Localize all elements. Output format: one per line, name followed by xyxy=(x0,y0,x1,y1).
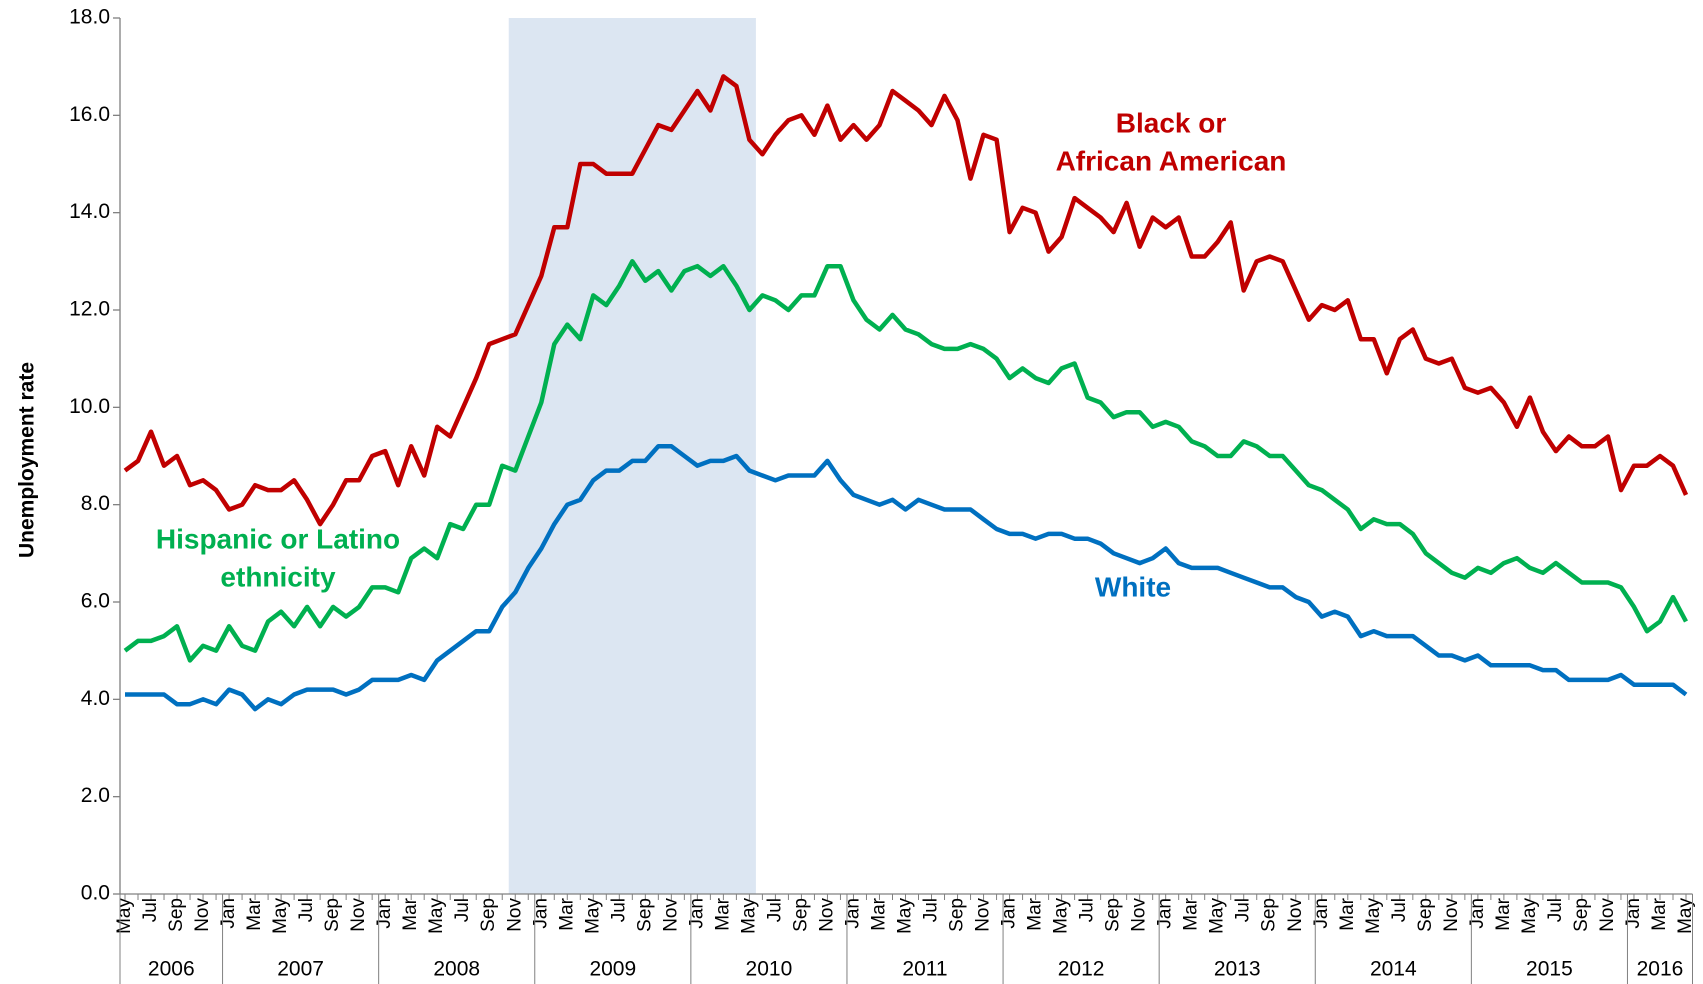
x-tick-label: Mar xyxy=(244,897,265,930)
y-tick-label: 12.0 xyxy=(69,298,110,321)
series-label: Hispanic or Latino xyxy=(156,523,400,554)
x-tick-label: Nov xyxy=(1597,898,1618,932)
x-tick-label: May xyxy=(114,898,135,934)
x-tick-label: May xyxy=(738,898,759,934)
y-tick-label: 2.0 xyxy=(81,784,110,807)
x-tick-label: Nov xyxy=(1129,898,1150,932)
x-tick-label: May xyxy=(582,898,603,934)
x-tick-label: Nov xyxy=(816,898,837,932)
x-tick-label: May xyxy=(1363,898,1384,934)
shaded-period xyxy=(508,18,756,894)
x-tick-label: Jan xyxy=(1467,898,1488,929)
series-label: White xyxy=(1095,571,1171,602)
x-tick-label: Mar xyxy=(1493,897,1514,930)
x-tick-label: Sep xyxy=(322,898,343,932)
x-tick-label: Sep xyxy=(478,898,499,932)
x-tick-label: Nov xyxy=(1441,898,1462,932)
year-label: 2008 xyxy=(433,958,480,981)
x-tick-label: Jan xyxy=(218,898,239,929)
x-tick-label: Nov xyxy=(973,898,994,932)
series-label: African American xyxy=(1056,145,1287,176)
series-label: ethnicity xyxy=(220,561,336,592)
year-label: 2014 xyxy=(1370,958,1417,981)
x-tick-label: Mar xyxy=(556,897,577,930)
y-tick-label: 10.0 xyxy=(69,395,110,418)
x-tick-label: May xyxy=(270,898,291,934)
x-tick-label: Jan xyxy=(374,898,395,929)
y-tick-label: 16.0 xyxy=(69,103,110,126)
x-tick-label: May xyxy=(426,898,447,934)
x-tick-label: Mar xyxy=(712,897,733,930)
x-tick-label: Jul xyxy=(1233,898,1254,922)
year-label: 2009 xyxy=(589,958,636,981)
series-line xyxy=(123,259,1688,663)
series-line xyxy=(125,444,1688,712)
x-tick-label: Nov xyxy=(192,898,213,932)
x-tick-label: Mar xyxy=(400,897,421,930)
x-tick-label: Jan xyxy=(1155,898,1176,929)
x-tick-label: Mar xyxy=(868,897,889,930)
x-tick-label: Sep xyxy=(947,898,968,932)
y-tick-label: 8.0 xyxy=(81,492,110,515)
x-tick-label: Sep xyxy=(1103,898,1124,932)
year-label: 2011 xyxy=(902,958,947,981)
series-label: Black or xyxy=(1116,107,1227,138)
x-tick-label: Jan xyxy=(1623,898,1644,929)
y-tick-label: 18.0 xyxy=(69,6,110,29)
x-tick-label: May xyxy=(895,898,916,934)
year-label: 2006 xyxy=(148,958,195,981)
x-tick-label: May xyxy=(1207,898,1228,934)
x-tick-label: Jul xyxy=(1077,898,1098,922)
y-tick-label: 4.0 xyxy=(81,687,110,710)
x-tick-label: Nov xyxy=(348,898,369,932)
x-tick-label: Jul xyxy=(1389,898,1410,922)
y-tick-label: 6.0 xyxy=(81,590,110,613)
y-tick-label: 0.0 xyxy=(81,882,110,905)
series-line xyxy=(123,74,1689,527)
year-label: 2016 xyxy=(1637,958,1684,981)
x-tick-label: Sep xyxy=(166,898,187,932)
x-tick-label: Jul xyxy=(452,898,473,922)
x-tick-label: Jan xyxy=(530,898,551,929)
x-tick-label: Jan xyxy=(842,898,863,929)
x-tick-label: Nov xyxy=(504,898,525,932)
year-label: 2012 xyxy=(1058,958,1105,981)
x-tick-label: Sep xyxy=(1415,898,1436,932)
y-tick-label: 14.0 xyxy=(69,200,110,223)
x-tick-label: Jul xyxy=(608,898,629,922)
x-tick-label: Nov xyxy=(660,898,681,932)
x-tick-label: Jul xyxy=(764,898,785,922)
year-label: 2015 xyxy=(1526,958,1573,981)
year-label: 2013 xyxy=(1214,958,1261,981)
x-tick-label: May xyxy=(1675,898,1696,934)
x-tick-label: Nov xyxy=(1285,898,1306,932)
x-tick-label: May xyxy=(1519,898,1540,934)
year-label: 2010 xyxy=(746,958,793,981)
year-label: 2007 xyxy=(277,958,324,981)
x-tick-label: Jul xyxy=(921,898,942,922)
x-tick-label: Mar xyxy=(1025,897,1046,930)
x-tick-label: Mar xyxy=(1181,897,1202,930)
x-tick-label: Sep xyxy=(1571,898,1592,932)
x-tick-label: Jan xyxy=(1311,898,1332,929)
x-tick-label: Sep xyxy=(790,898,811,932)
x-tick-label: May xyxy=(1051,898,1072,934)
x-tick-label: Jul xyxy=(140,898,161,922)
x-tick-label: Jan xyxy=(686,898,707,929)
x-tick-label: Jul xyxy=(1545,898,1566,922)
x-tick-label: Sep xyxy=(1259,898,1280,932)
x-tick-label: Mar xyxy=(1649,897,1670,930)
x-tick-label: Mar xyxy=(1337,897,1358,930)
x-tick-label: Sep xyxy=(634,898,655,932)
y-axis-label: Unemployment rate xyxy=(16,362,39,558)
x-tick-label: Jul xyxy=(296,898,317,922)
x-tick-label: Jan xyxy=(999,898,1020,929)
